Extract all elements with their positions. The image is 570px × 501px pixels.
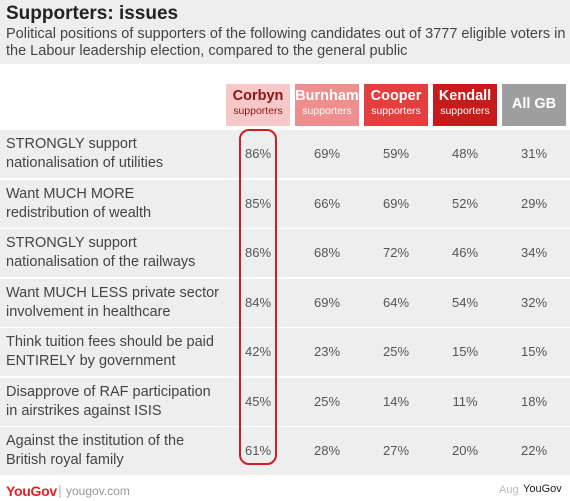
table-row: Want MUCH MORE redistribution of wealth 85…: [0, 180, 570, 228]
row-label: Disapprove of RAF participation in airstr…: [6, 383, 228, 421]
table-cell-all-gb: 29%: [520, 196, 548, 211]
table-cell-kendall: 20%: [451, 443, 479, 458]
row-label-line: in airstrikes against ISIS: [6, 403, 162, 419]
column-sub: supporters: [440, 105, 490, 117]
row-label-line: Want MUCH LESS private sector: [6, 285, 219, 301]
column-sub: supporters: [233, 105, 283, 117]
corbyn-highlight-outline: [239, 129, 277, 465]
table-cell-cooper: 25%: [382, 344, 410, 359]
column-name: Burnham: [295, 88, 359, 104]
row-label-line: redistribution of wealth: [6, 205, 152, 221]
table-cell-all-gb: 15%: [520, 344, 548, 359]
row-label-line: Want MUCH MORE: [6, 186, 135, 202]
column-header-all-gb: All GB: [502, 84, 566, 126]
table-cell-burnham: 69%: [313, 146, 341, 161]
table-cell-cooper: 72%: [382, 245, 410, 260]
column-header-burnham: Burnham supporters: [295, 84, 359, 126]
row-label: STRONGLY support nationalisation of utili…: [6, 135, 228, 173]
footer-site: yougov.com: [66, 484, 130, 498]
title-bar: Supporters: issues Political positions o…: [0, 0, 570, 64]
table-row: STRONGLY support nationalisation of the r…: [0, 229, 570, 277]
table-cell-corbyn: 85%: [244, 196, 272, 211]
chart-title: Supporters: issues: [6, 3, 179, 24]
table-cell-kendall: 46%: [451, 245, 479, 260]
table-cell-cooper: 27%: [382, 443, 410, 458]
table-cell-corbyn: 42%: [244, 344, 272, 359]
yougov-logo: YouGov: [6, 483, 57, 499]
table-cell-burnham: 69%: [313, 295, 341, 310]
table-cell-all-gb: 31%: [520, 146, 548, 161]
row-label-line: nationalisation of the railways: [6, 254, 196, 270]
row-label-line: Disapprove of RAF participation: [6, 384, 211, 400]
column-sub: supporters: [302, 105, 352, 117]
footer-separator: |: [58, 482, 62, 498]
row-label-line: STRONGLY support: [6, 136, 137, 152]
table-cell-corbyn: 86%: [244, 146, 272, 161]
footer-date: Aug: [499, 484, 519, 496]
table-cell-all-gb: 32%: [520, 295, 548, 310]
table-cell-cooper: 69%: [382, 196, 410, 211]
row-label: Against the institution of the British ro…: [6, 432, 228, 470]
row-label-line: STRONGLY support: [6, 235, 137, 251]
column-header-corbyn: Corbyn supporters: [226, 84, 290, 126]
table-row: Against the institution of the British ro…: [0, 427, 570, 475]
credit-box: YouGov: [520, 481, 568, 499]
row-label-line: Think tuition fees should be paid: [6, 334, 214, 350]
table-cell-kendall: 52%: [451, 196, 479, 211]
row-label-line: involvement in healthcare: [6, 304, 171, 320]
table-cell-cooper: 64%: [382, 295, 410, 310]
table-cell-all-gb: 18%: [520, 394, 548, 409]
row-label: STRONGLY support nationalisation of the r…: [6, 234, 228, 272]
table-cell-kendall: 48%: [451, 146, 479, 161]
row-label: Want MUCH MORE redistribution of wealth: [6, 185, 228, 223]
row-label: Think tuition fees should be paid ENTIREL…: [6, 333, 228, 371]
chart-subtitle: Political positions of supporters of the…: [6, 26, 566, 59]
table-cell-corbyn: 61%: [244, 443, 272, 458]
table-cell-burnham: 23%: [313, 344, 341, 359]
column-header-cooper: Cooper supporters: [364, 84, 428, 126]
footer-credit: YouGov: [523, 483, 562, 495]
table-cell-corbyn: 86%: [244, 245, 272, 260]
table-cell-cooper: 59%: [382, 146, 410, 161]
table-row: Think tuition fees should be paid ENTIREL…: [0, 328, 570, 376]
column-name: Corbyn: [232, 88, 284, 104]
table-cell-burnham: 28%: [313, 443, 341, 458]
table-row: STRONGLY support nationalisation of utili…: [0, 130, 570, 178]
row-label-line: ENTIRELY by government: [6, 353, 176, 369]
table-cell-burnham: 66%: [313, 196, 341, 211]
row-label-line: Against the institution of the: [6, 433, 185, 449]
table-cell-all-gb: 34%: [520, 245, 548, 260]
row-label-line: British royal family: [6, 452, 124, 468]
table-cell-kendall: 11%: [452, 394, 478, 409]
table-cell-all-gb: 22%: [520, 443, 548, 458]
column-sub: supporters: [371, 105, 421, 117]
row-label: Want MUCH LESS private sector involvement…: [6, 284, 228, 322]
table-cell-corbyn: 45%: [244, 394, 272, 409]
table-cell-corbyn: 84%: [244, 295, 272, 310]
column-name: Cooper: [370, 88, 422, 104]
footer: YouGov | yougov.com Aug YouGov: [0, 480, 570, 501]
table-cell-kendall: 15%: [451, 344, 479, 359]
table-cell-burnham: 25%: [313, 394, 341, 409]
table-cell-kendall: 54%: [451, 295, 479, 310]
column-name: Kendall: [438, 88, 492, 104]
column-header-kendall: Kendall supporters: [433, 84, 497, 126]
table-row: Disapprove of RAF participation in airstr…: [0, 378, 570, 426]
row-label-line: nationalisation of utilities: [6, 155, 164, 171]
table-cell-cooper: 14%: [382, 394, 410, 409]
column-name: All GB: [511, 96, 557, 112]
table-row: Want MUCH LESS private sector involvement…: [0, 279, 570, 327]
table-cell-burnham: 68%: [313, 245, 341, 260]
